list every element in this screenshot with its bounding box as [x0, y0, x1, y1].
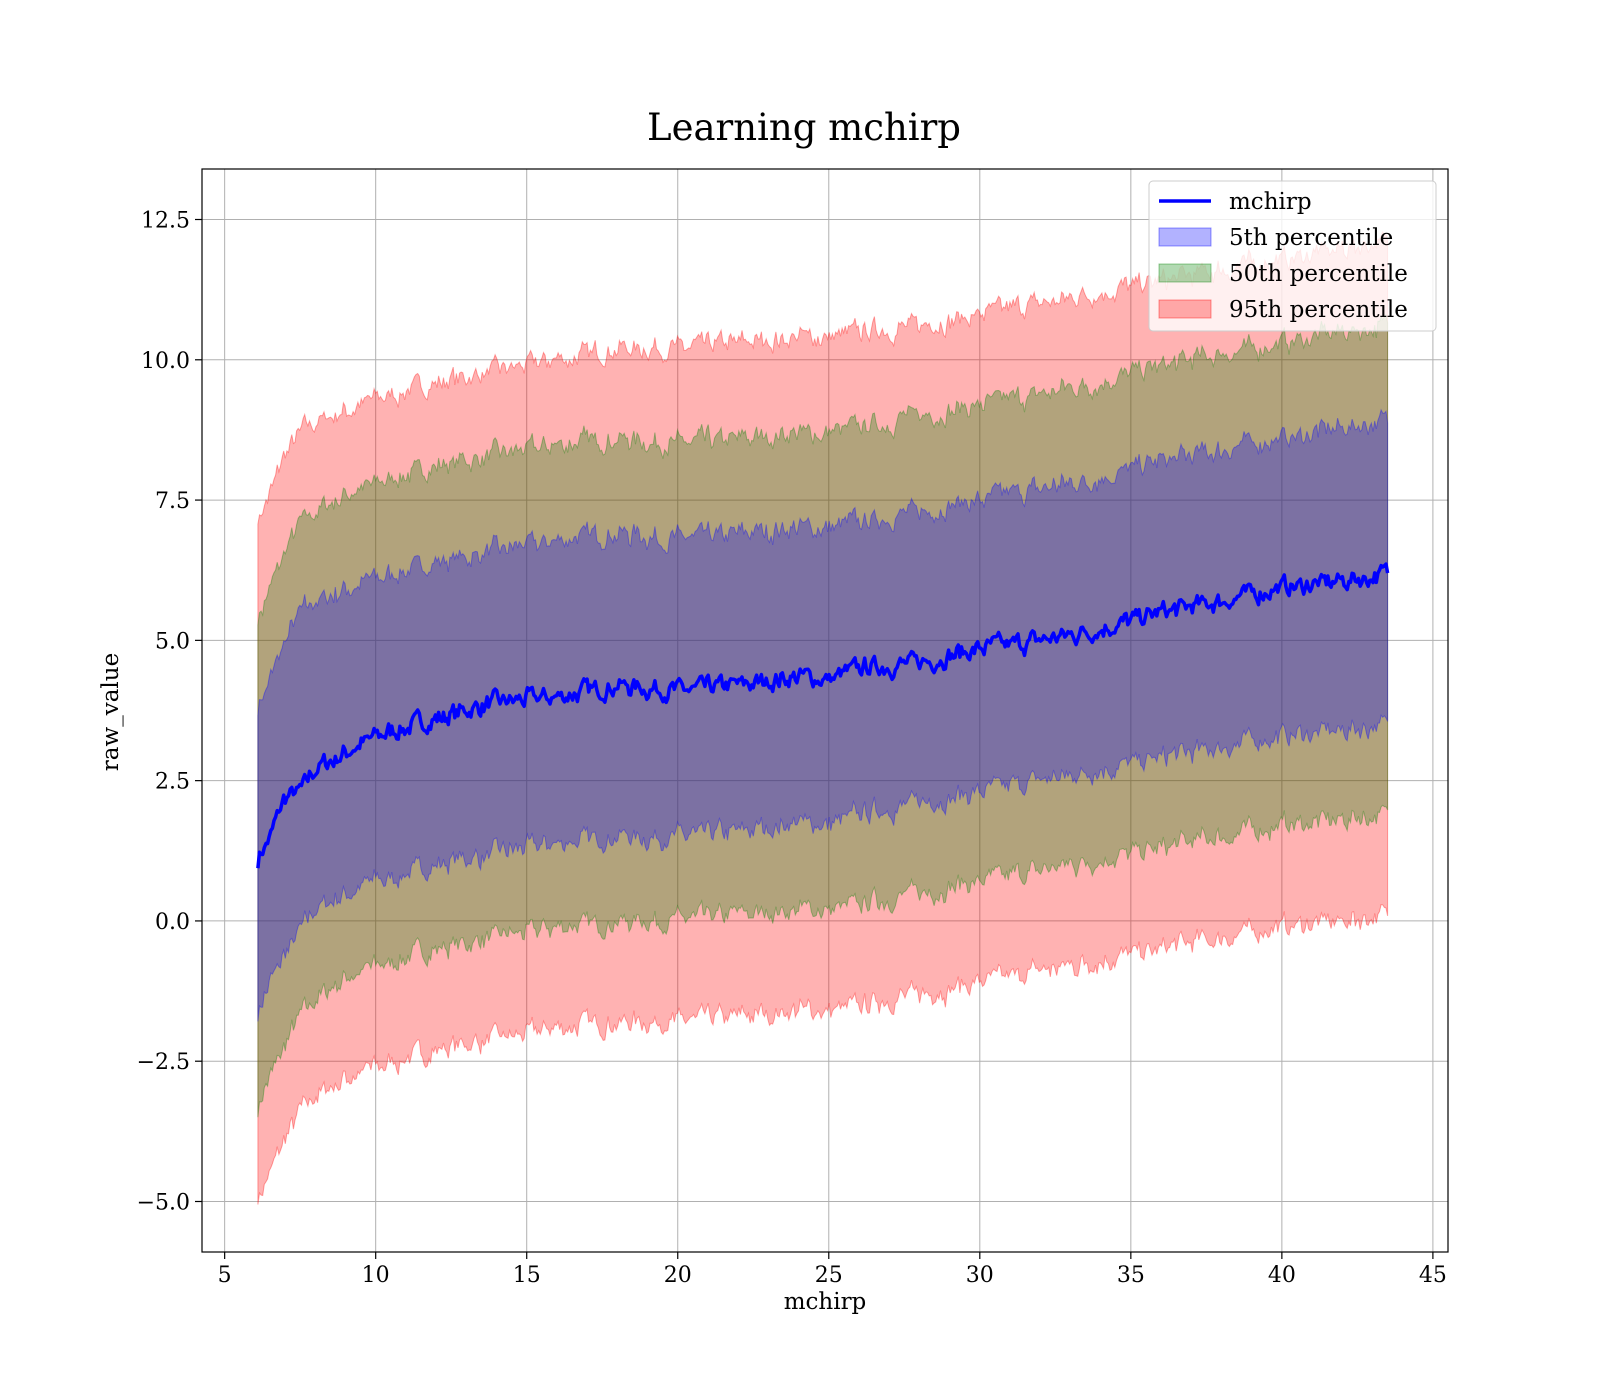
axes-frame [201, 168, 1449, 1253]
band-5th-percentile [257, 408, 1389, 1022]
y-axis-label: raw_value [98, 653, 124, 771]
mchirp-line-layer [256, 562, 1390, 869]
mchirp-line [256, 562, 1390, 869]
legend-swatch-50th [1158, 263, 1212, 283]
x-tick-label-0: 5 [218, 1263, 232, 1288]
percentile-bands [257, 230, 1389, 1205]
x-tick-label-1: 10 [362, 1263, 390, 1288]
x-tick-label-2: 15 [513, 1263, 541, 1288]
y-tick-label-0: −5.0 [137, 1190, 190, 1215]
y-tick-label-6: 10.0 [141, 349, 190, 374]
x-tick-label-5: 30 [966, 1263, 994, 1288]
y-tick-label-4: 5.0 [155, 629, 190, 654]
x-axis-ticks: 5 10 15 20 25 30 35 40 45 [218, 1252, 1447, 1288]
x-tick-label-3: 20 [664, 1263, 692, 1288]
legend-label-mchirp: mchirp [1229, 189, 1312, 215]
x-tick-label-6: 35 [1117, 1263, 1145, 1288]
y-tick-label-7: 12.5 [141, 209, 190, 234]
legend-label-50th: 50th percentile [1229, 261, 1408, 287]
x-tick-label-8: 45 [1419, 1263, 1447, 1288]
y-axis-ticks: −5.0 −2.5 0.0 2.5 5.0 7.5 10.0 12.5 [137, 209, 202, 1215]
x-axis-label: mchirp [784, 1289, 867, 1315]
y-tick-label-1: −2.5 [137, 1050, 190, 1075]
legend: mchirp 5th percentile 50th percentile 95… [1148, 180, 1437, 332]
chart-title: Learning mchirp [647, 106, 961, 149]
legend-swatch-5th [1158, 227, 1212, 247]
band-95th-percentile [257, 230, 1389, 1205]
legend-swatch-95th [1158, 299, 1212, 319]
legend-box [1148, 180, 1437, 332]
band-50th-percentile [257, 313, 1389, 1118]
y-tick-label-2: 0.0 [155, 910, 190, 935]
legend-label-5th: 5th percentile [1229, 225, 1393, 251]
y-tick-label-3: 2.5 [155, 770, 190, 795]
x-tick-label-7: 40 [1268, 1263, 1296, 1288]
x-tick-label-4: 25 [815, 1263, 843, 1288]
y-tick-label-5: 7.5 [155, 489, 190, 514]
legend-label-95th: 95th percentile [1229, 297, 1408, 323]
grid [202, 169, 1448, 1252]
